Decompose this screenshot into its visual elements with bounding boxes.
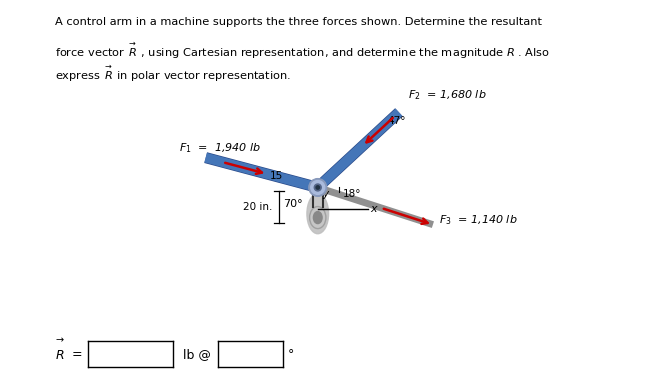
Text: 15: 15 (270, 171, 284, 182)
Text: A control arm in a machine supports the three forces shown. Determine the result: A control arm in a machine supports the … (55, 17, 542, 28)
Circle shape (309, 178, 327, 196)
Ellipse shape (307, 194, 329, 234)
Text: 70°: 70° (283, 199, 303, 210)
Text: →: → (55, 335, 63, 345)
Text: $R$: $R$ (55, 348, 65, 362)
Circle shape (316, 186, 320, 189)
Text: force vector $\overset{\rightarrow}{R}$ , using Cartesian representation, and de: force vector $\overset{\rightarrow}{R}$ … (55, 41, 550, 61)
Text: x: x (370, 204, 377, 214)
Text: $F_2$  = 1,680 lb: $F_2$ = 1,680 lb (408, 88, 487, 102)
Ellipse shape (313, 211, 322, 223)
Text: $F_1$  =  1,940 lb: $F_1$ = 1,940 lb (178, 142, 260, 155)
Text: express $\overset{\rightarrow}{R}$ in polar vector representation.: express $\overset{\rightarrow}{R}$ in po… (55, 64, 292, 85)
Circle shape (311, 180, 325, 194)
Text: $F_3$  = 1,140 lb: $F_3$ = 1,140 lb (439, 213, 518, 227)
Text: 6: 6 (311, 187, 318, 197)
Text: =: = (72, 348, 82, 362)
Text: y: y (322, 189, 329, 199)
Text: 18°: 18° (342, 189, 361, 199)
Text: °: ° (288, 348, 294, 362)
Circle shape (314, 184, 321, 191)
Text: 47°: 47° (387, 116, 406, 126)
Text: lb @: lb @ (179, 348, 211, 362)
Text: 20 in.: 20 in. (243, 202, 273, 212)
